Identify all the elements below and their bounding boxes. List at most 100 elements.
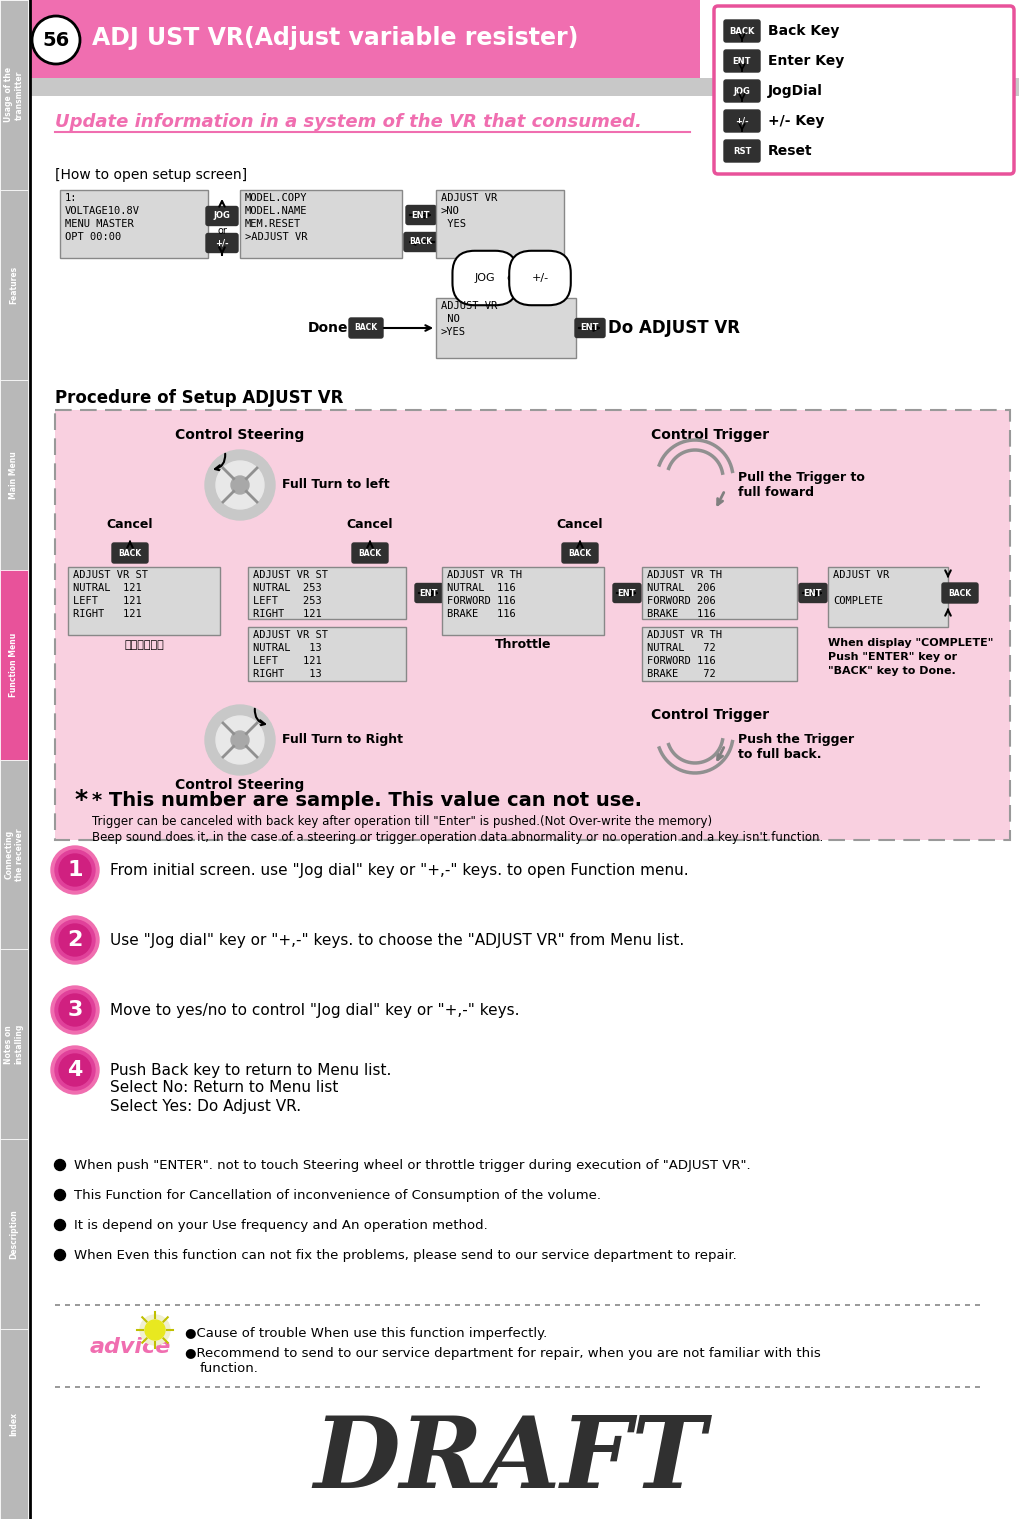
- Circle shape: [55, 851, 95, 890]
- Text: +/-: +/-: [531, 273, 548, 283]
- FancyBboxPatch shape: [206, 234, 237, 252]
- Text: Main Menu: Main Menu: [9, 451, 18, 498]
- Bar: [435, 190, 564, 258]
- Bar: [0, 1329, 28, 1519]
- Bar: [641, 627, 796, 681]
- Text: or: or: [505, 273, 518, 283]
- Text: Control Steering: Control Steering: [175, 428, 305, 442]
- FancyBboxPatch shape: [561, 542, 597, 564]
- Text: 56: 56: [43, 30, 69, 50]
- Text: ENT: ENT: [420, 588, 438, 597]
- FancyBboxPatch shape: [942, 583, 977, 603]
- Circle shape: [54, 1159, 65, 1171]
- Bar: [0, 949, 28, 1139]
- Circle shape: [55, 990, 95, 1030]
- Text: NUTRAL   13: NUTRAL 13: [253, 643, 321, 653]
- Text: ADJUST VR: ADJUST VR: [440, 193, 497, 204]
- FancyBboxPatch shape: [404, 232, 437, 252]
- Text: Push the Trigger: Push the Trigger: [738, 734, 853, 746]
- Text: 3: 3: [67, 1000, 83, 1019]
- Text: Connecting
the receiver: Connecting the receiver: [4, 828, 23, 881]
- Text: +/-: +/-: [735, 117, 748, 126]
- Text: ENT: ENT: [618, 588, 636, 597]
- FancyBboxPatch shape: [352, 542, 387, 564]
- Circle shape: [230, 475, 249, 494]
- Text: >YES: >YES: [440, 327, 466, 337]
- Text: ●Recommend to send to our service department for repair, when you are not famili: ●Recommend to send to our service depart…: [184, 1346, 820, 1360]
- Text: Cancel: Cancel: [556, 518, 602, 532]
- Text: FORWORD 206: FORWORD 206: [646, 595, 715, 606]
- Circle shape: [51, 846, 99, 895]
- Bar: [30, 77, 1019, 96]
- Bar: [30, 0, 699, 77]
- Text: ADJUST VR TH: ADJUST VR TH: [646, 570, 721, 580]
- Text: BRAKE    72: BRAKE 72: [646, 668, 715, 679]
- Text: Back Key: Back Key: [767, 24, 839, 38]
- Text: ADJ UST VR(Adjust variable resister): ADJ UST VR(Adjust variable resister): [92, 26, 578, 50]
- Text: +/-: +/-: [215, 238, 228, 248]
- Text: Enter Key: Enter Key: [767, 55, 844, 68]
- FancyBboxPatch shape: [575, 319, 604, 337]
- Circle shape: [59, 1054, 91, 1086]
- Text: [How to open setup screen]: [How to open setup screen]: [55, 169, 247, 182]
- Text: BACK: BACK: [358, 548, 381, 557]
- FancyBboxPatch shape: [723, 81, 759, 102]
- FancyBboxPatch shape: [206, 207, 237, 225]
- Circle shape: [51, 1047, 99, 1094]
- Text: BACK: BACK: [948, 588, 971, 597]
- Text: ADJUST VR: ADJUST VR: [440, 301, 497, 311]
- Text: NUTRAL  206: NUTRAL 206: [646, 583, 715, 592]
- Text: Select Yes: Do Adjust VR.: Select Yes: Do Adjust VR.: [110, 1098, 301, 1113]
- FancyBboxPatch shape: [723, 20, 759, 43]
- FancyBboxPatch shape: [723, 50, 759, 71]
- Circle shape: [59, 854, 91, 886]
- Text: When display "COMPLETE": When display "COMPLETE": [827, 638, 993, 649]
- FancyBboxPatch shape: [415, 583, 442, 603]
- Text: YES: YES: [440, 219, 466, 229]
- Text: VOLTAGE10.8V: VOLTAGE10.8V: [65, 207, 140, 216]
- Text: MEM.RESET: MEM.RESET: [245, 219, 301, 229]
- Text: ADJUST VR TH: ADJUST VR TH: [646, 630, 721, 639]
- Text: ADJUST VR ST: ADJUST VR ST: [253, 630, 328, 639]
- Circle shape: [230, 731, 249, 749]
- Text: 4: 4: [67, 1060, 83, 1080]
- Text: Use "Jog dial" key or "+,-" keys. to choose the "ADJUST VR" from Menu list.: Use "Jog dial" key or "+,-" keys. to cho…: [110, 933, 684, 948]
- FancyBboxPatch shape: [348, 317, 382, 339]
- Text: ●Cause of trouble When use this function imperfectly.: ●Cause of trouble When use this function…: [184, 1326, 547, 1340]
- Bar: [0, 190, 28, 380]
- Text: Index: Index: [9, 1413, 18, 1435]
- Text: BACK: BACK: [118, 548, 142, 557]
- Text: Beep sound does it, in the case of a steering or trigger operation data abnormal: Beep sound does it, in the case of a ste…: [92, 831, 822, 843]
- Text: MENU MASTER: MENU MASTER: [65, 219, 133, 229]
- Text: 1: 1: [67, 860, 83, 880]
- Bar: [239, 190, 401, 258]
- Text: Reset: Reset: [767, 144, 812, 158]
- Circle shape: [216, 715, 264, 764]
- Bar: [641, 567, 796, 620]
- Text: When push "ENTER". not to touch Steering wheel or throttle trigger during execut: When push "ENTER". not to touch Steering…: [74, 1159, 750, 1171]
- Text: ENT: ENT: [412, 211, 430, 220]
- Text: RIGHT    13: RIGHT 13: [253, 668, 321, 679]
- Text: From initial screen. use "Jog dial" key or "+,-" keys. to open Function menu.: From initial screen. use "Jog dial" key …: [110, 863, 688, 878]
- Text: NUTRAL   72: NUTRAL 72: [646, 643, 715, 653]
- Text: ADJUST VR: ADJUST VR: [833, 570, 889, 580]
- Text: NUTRAL  121: NUTRAL 121: [73, 583, 142, 592]
- Text: *: *: [75, 788, 88, 813]
- FancyBboxPatch shape: [406, 205, 435, 225]
- Circle shape: [55, 921, 95, 960]
- FancyBboxPatch shape: [723, 109, 759, 132]
- Text: JOG: JOG: [474, 273, 495, 283]
- Text: LEFT    253: LEFT 253: [253, 595, 321, 606]
- Text: RST: RST: [732, 146, 750, 155]
- FancyBboxPatch shape: [112, 542, 148, 564]
- Bar: [0, 760, 28, 949]
- Text: Control Steering: Control Steering: [175, 778, 305, 791]
- Text: BRAKE   116: BRAKE 116: [646, 609, 715, 620]
- Text: advice: advice: [90, 1337, 171, 1356]
- Text: BACK: BACK: [354, 324, 377, 333]
- Text: 2: 2: [67, 930, 83, 949]
- Circle shape: [216, 460, 264, 509]
- Circle shape: [59, 924, 91, 955]
- Text: >NO: >NO: [440, 207, 460, 216]
- Bar: [248, 627, 406, 681]
